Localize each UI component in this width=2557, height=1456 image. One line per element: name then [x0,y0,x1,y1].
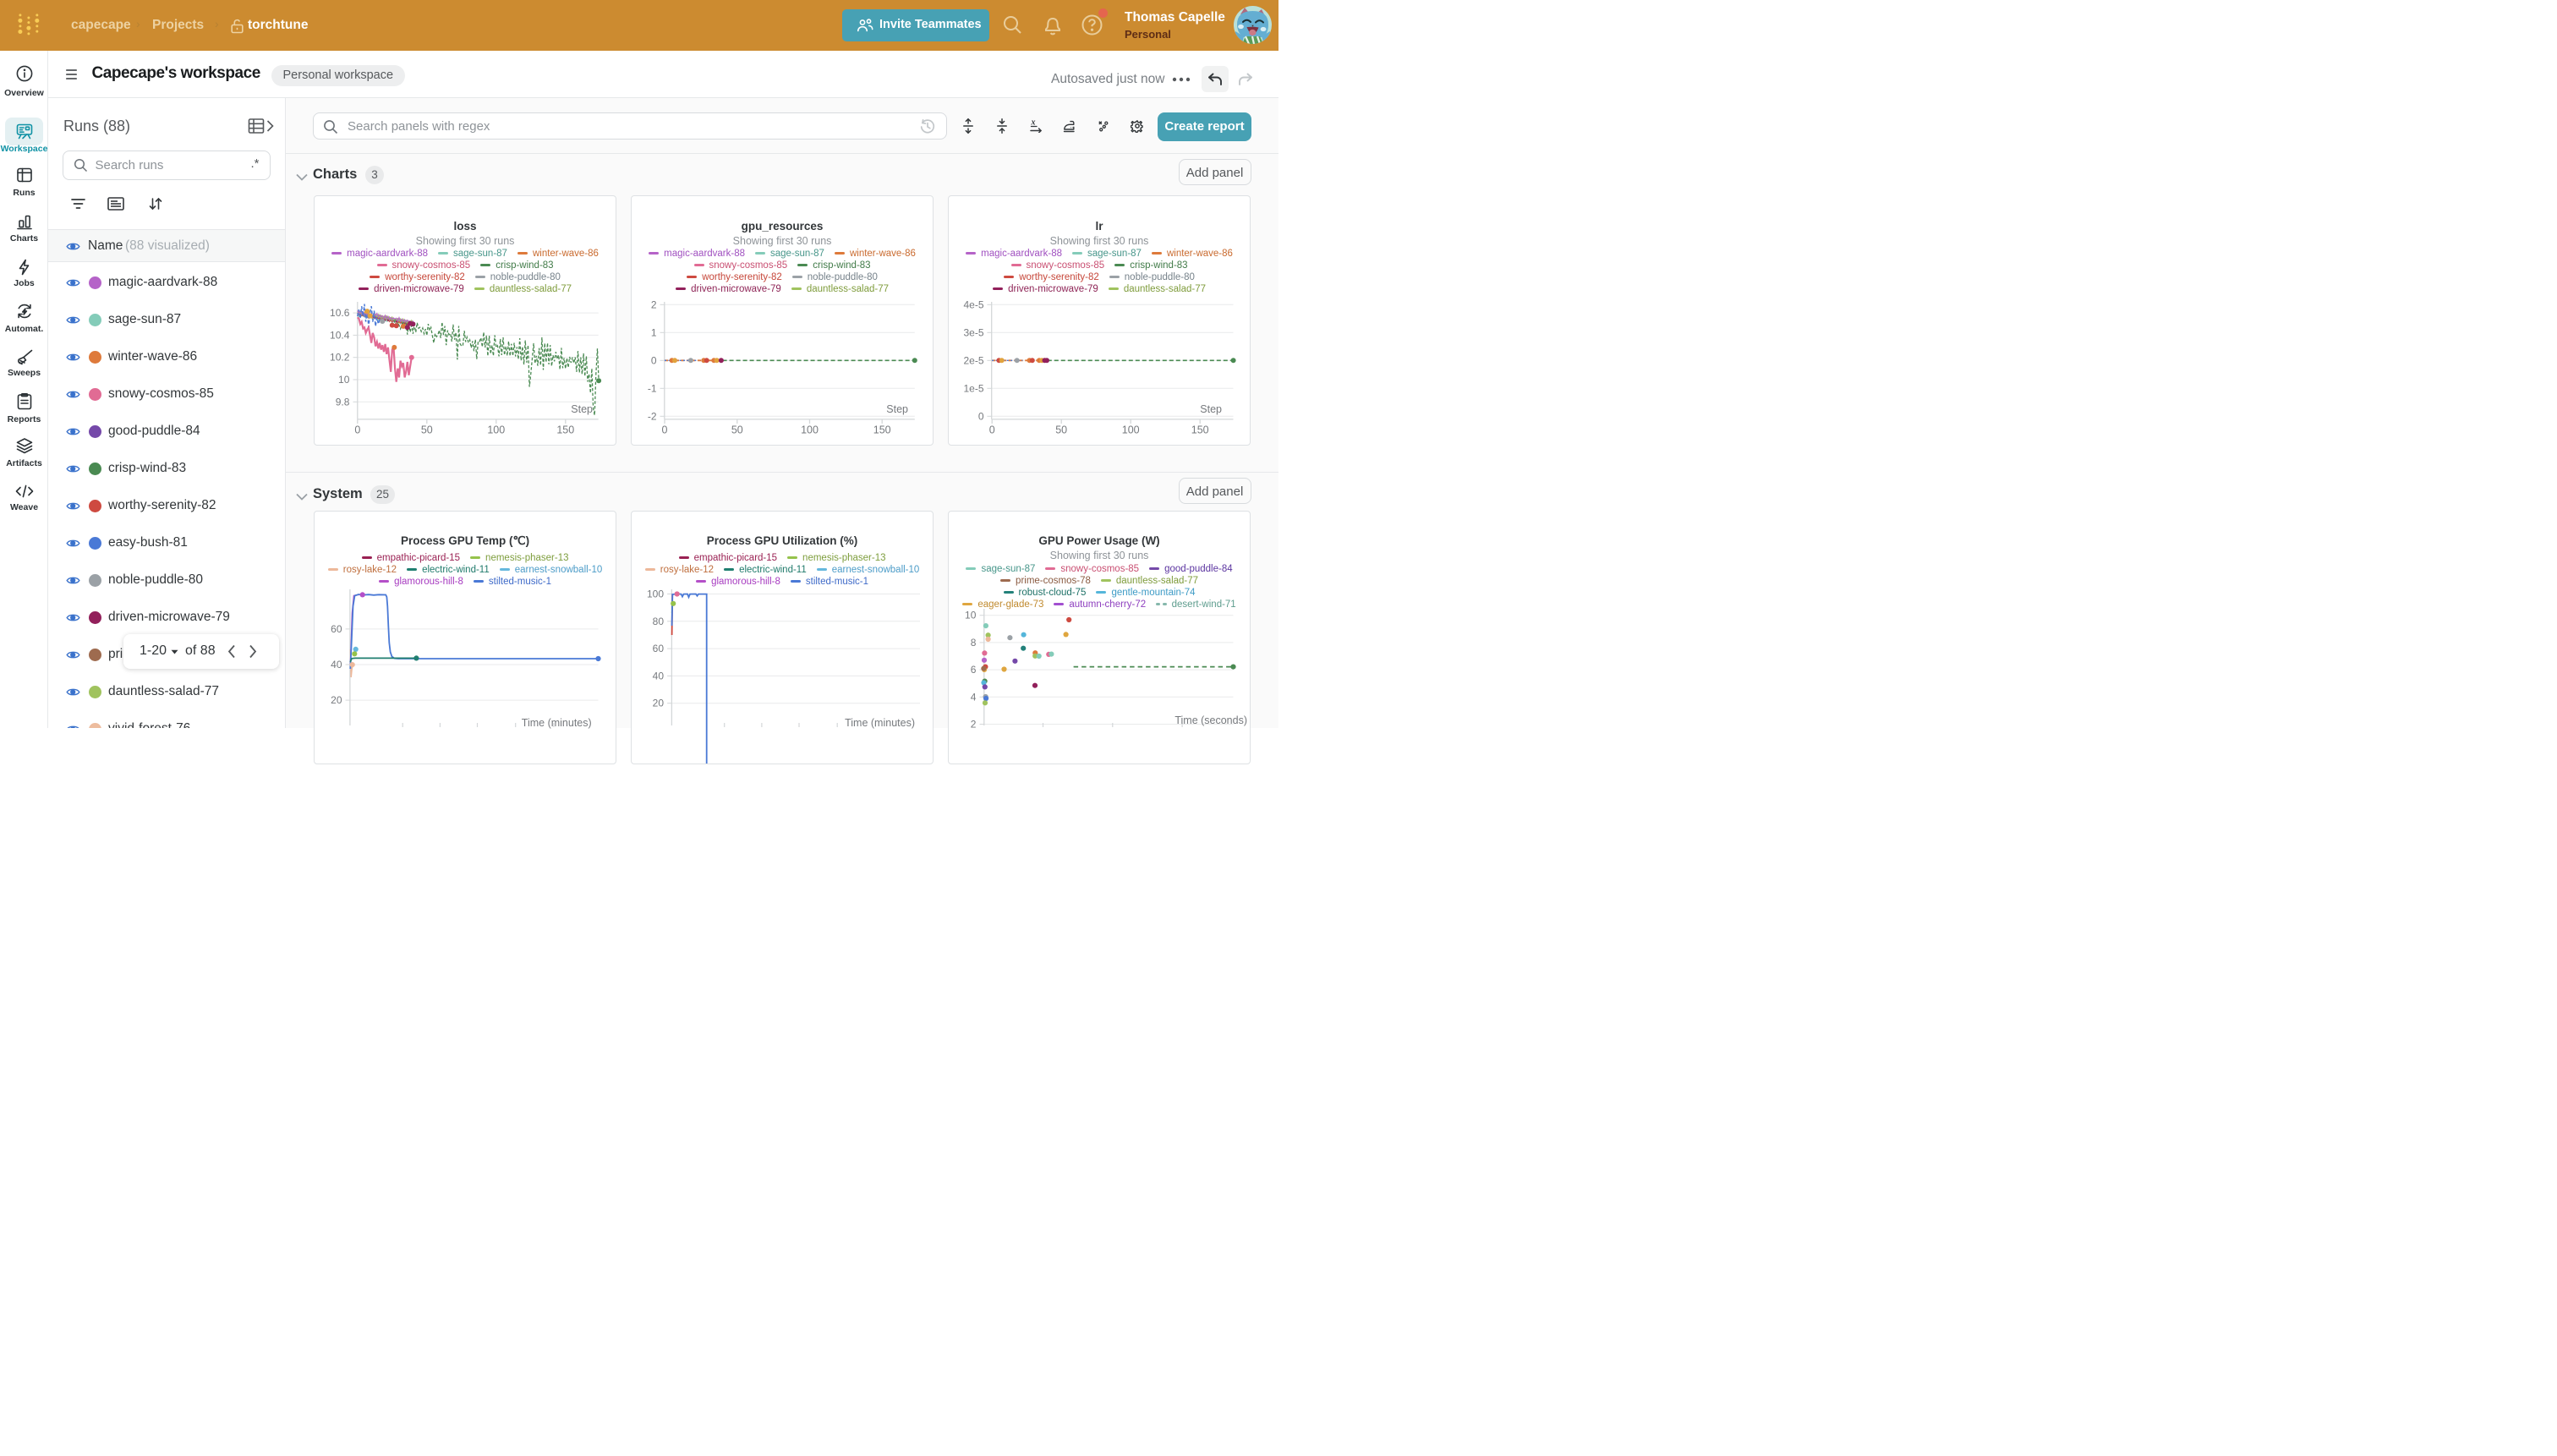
svg-text:4: 4 [971,691,977,703]
svg-text:40: 40 [331,659,342,671]
svg-text:10.4: 10.4 [330,329,350,341]
svg-text:60: 60 [331,623,342,635]
svg-text:10: 10 [338,374,350,386]
svg-text:50: 50 [1056,424,1068,435]
svg-text:3e-5: 3e-5 [964,326,984,338]
svg-text:150: 150 [557,424,575,435]
svg-text:0: 0 [355,424,361,435]
svg-text:10: 10 [965,610,977,621]
svg-text:80: 80 [653,616,665,627]
svg-text:20: 20 [331,694,342,706]
svg-text:10.6: 10.6 [330,307,350,319]
svg-text:60: 60 [653,643,665,654]
svg-text:2: 2 [651,298,657,310]
svg-text:100: 100 [1122,424,1140,435]
svg-text:100: 100 [801,424,819,435]
svg-text:4e-5: 4e-5 [964,298,984,310]
svg-text:Step: Step [1201,403,1223,415]
svg-text:0: 0 [662,424,668,435]
svg-text:100: 100 [488,424,506,435]
svg-text:Time (minutes): Time (minutes) [522,717,592,729]
svg-text:150: 150 [873,424,891,435]
svg-text:x: x [1031,118,1036,128]
svg-text:50: 50 [731,424,743,435]
svg-text:40: 40 [653,670,665,681]
svg-text:150: 150 [1191,424,1209,435]
svg-text:0: 0 [989,424,995,435]
svg-text:9.8: 9.8 [336,396,350,408]
svg-text:1: 1 [651,326,657,338]
svg-text:2: 2 [971,719,977,731]
svg-text:Step: Step [572,403,594,415]
svg-text:1e-5: 1e-5 [964,382,984,394]
svg-text:8: 8 [971,637,977,649]
svg-text:6: 6 [971,664,977,676]
svg-text:-1: -1 [648,382,657,394]
svg-text:50: 50 [421,424,433,435]
svg-text:0: 0 [651,354,657,366]
svg-text:2e-5: 2e-5 [964,354,984,366]
svg-text:0: 0 [978,410,984,422]
svg-text:10.2: 10.2 [330,351,350,363]
svg-text:-2: -2 [648,410,657,422]
svg-text:100: 100 [647,588,664,600]
svg-text:Step: Step [887,403,909,415]
svg-text:20: 20 [653,698,665,709]
svg-text:Time (seconds): Time (seconds) [1175,714,1248,726]
svg-text:Time (minutes): Time (minutes) [845,717,915,729]
